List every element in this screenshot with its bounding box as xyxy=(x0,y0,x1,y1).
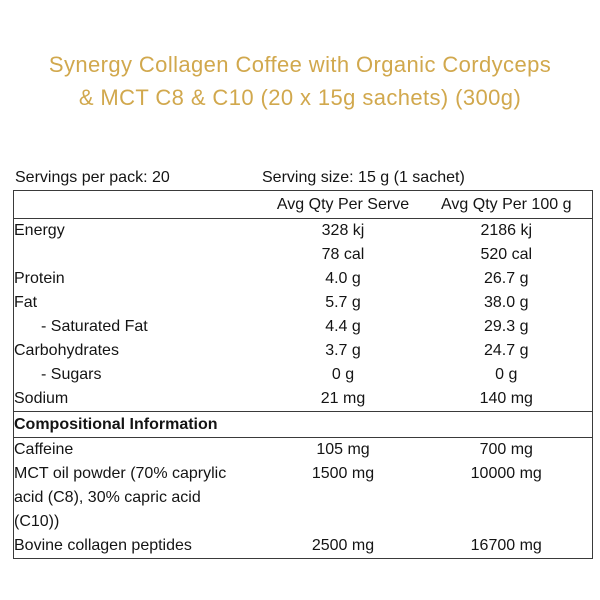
col-header-per-serve: Avg Qty Per Serve xyxy=(265,190,421,219)
per-serve-value: 105 mg xyxy=(316,441,370,458)
serving-size: Serving size: 15 g (1 sachet) xyxy=(262,169,465,186)
per-serve-value: 3.7 g xyxy=(325,342,361,359)
table-row-fat: Fat 5.7 g 38.0 g xyxy=(14,291,593,315)
per-100g-value: 10000 mg xyxy=(470,465,542,482)
table-row-carbohydrates: Carbohydrates 3.7 g 24.7 g xyxy=(14,339,593,363)
nutrient-label xyxy=(14,243,266,267)
per-serve-value: 328 kj xyxy=(321,222,365,239)
section-header-compositional: Compositional Information xyxy=(13,411,593,438)
per-100g-value: 0 g xyxy=(495,366,518,383)
per-serve-value: 78 cal xyxy=(321,246,365,263)
section-header-label: Compositional Information xyxy=(13,411,593,438)
product-title-line1: Synergy Collagen Coffee with Organic Cor… xyxy=(48,52,552,77)
per-serve-value: 2500 mg xyxy=(311,537,375,554)
table-row-saturated-fat: - Saturated Fat 4.4 g 29.3 g xyxy=(14,315,593,339)
servings-per-pack: Servings per pack: 20 xyxy=(15,169,170,186)
table-row-mct-oil-powder: MCT oil powder (70% caprylic acid (C8), … xyxy=(14,462,593,534)
nutrient-label: Sodium xyxy=(14,390,69,407)
table-row-sodium: Sodium 21 mg 140 mg xyxy=(14,387,593,412)
nutrient-label: Energy xyxy=(14,222,65,239)
per-100g-value: 24.7 g xyxy=(484,342,529,359)
table-row-sugars: - Sugars 0 g 0 g xyxy=(14,363,593,387)
per-100g-value: 2186 kj xyxy=(480,222,533,239)
per-serve-value: 5.7 g xyxy=(325,294,361,311)
servings-meta-row: Servings per pack: 20 Serving size: 15 g… xyxy=(13,167,592,188)
per-100g-value: 520 cal xyxy=(480,246,533,263)
per-100g-value: 140 mg xyxy=(479,390,533,407)
product-title: Synergy Collagen Coffee with Organic Cor… xyxy=(0,0,600,114)
nutrient-label: Protein xyxy=(14,270,65,287)
nutrition-table: Avg Qty Per Serve Avg Qty Per 100 g Ener… xyxy=(13,190,593,559)
table-row-caffeine: Caffeine 105 mg 700 mg xyxy=(14,438,593,463)
nutrient-label: MCT oil powder (70% caprylic acid (C8), … xyxy=(14,462,266,534)
per-100g-value: 16700 mg xyxy=(470,537,542,554)
per-serve-value: 0 g xyxy=(331,366,355,383)
per-100g-value: 700 mg xyxy=(479,441,533,458)
per-100g-value: 29.3 g xyxy=(484,318,529,335)
table-row-bovine-collagen: Bovine collagen peptides 2500 mg 16700 m… xyxy=(14,534,593,559)
table-header-row: Avg Qty Per Serve Avg Qty Per 100 g xyxy=(13,190,593,219)
nutrient-label: Carbohydrates xyxy=(14,342,119,359)
col-header-per-100g: Avg Qty Per 100 g xyxy=(420,190,593,219)
nutrient-label: - Saturated Fat xyxy=(41,318,148,335)
nutrient-label-text: MCT oil powder (70% caprylic acid (C8), … xyxy=(14,465,227,530)
table-row-energy: Energy 328 kj 2186 kj xyxy=(14,219,593,244)
per-100g-value: 26.7 g xyxy=(484,270,529,287)
per-serve-value: 21 mg xyxy=(320,390,366,407)
per-serve-value: 4.4 g xyxy=(325,318,361,335)
table-row-protein: Protein 4.0 g 26.7 g xyxy=(14,267,593,291)
nutrient-label: Fat xyxy=(14,294,38,311)
nutrient-label: - Sugars xyxy=(41,366,102,383)
nutrient-label: Caffeine xyxy=(14,441,74,458)
product-title-line2: & MCT C8 & C10 (20 x 15g sachets) (300g) xyxy=(78,85,522,110)
per-serve-value: 4.0 g xyxy=(325,270,361,287)
per-100g-value: 38.0 g xyxy=(484,294,529,311)
header-spacer xyxy=(13,190,266,219)
nutrient-label: Bovine collagen peptides xyxy=(14,537,192,554)
per-serve-value: 1500 mg xyxy=(311,465,375,482)
table-row-energy-cal: 78 cal 520 cal xyxy=(14,243,593,267)
